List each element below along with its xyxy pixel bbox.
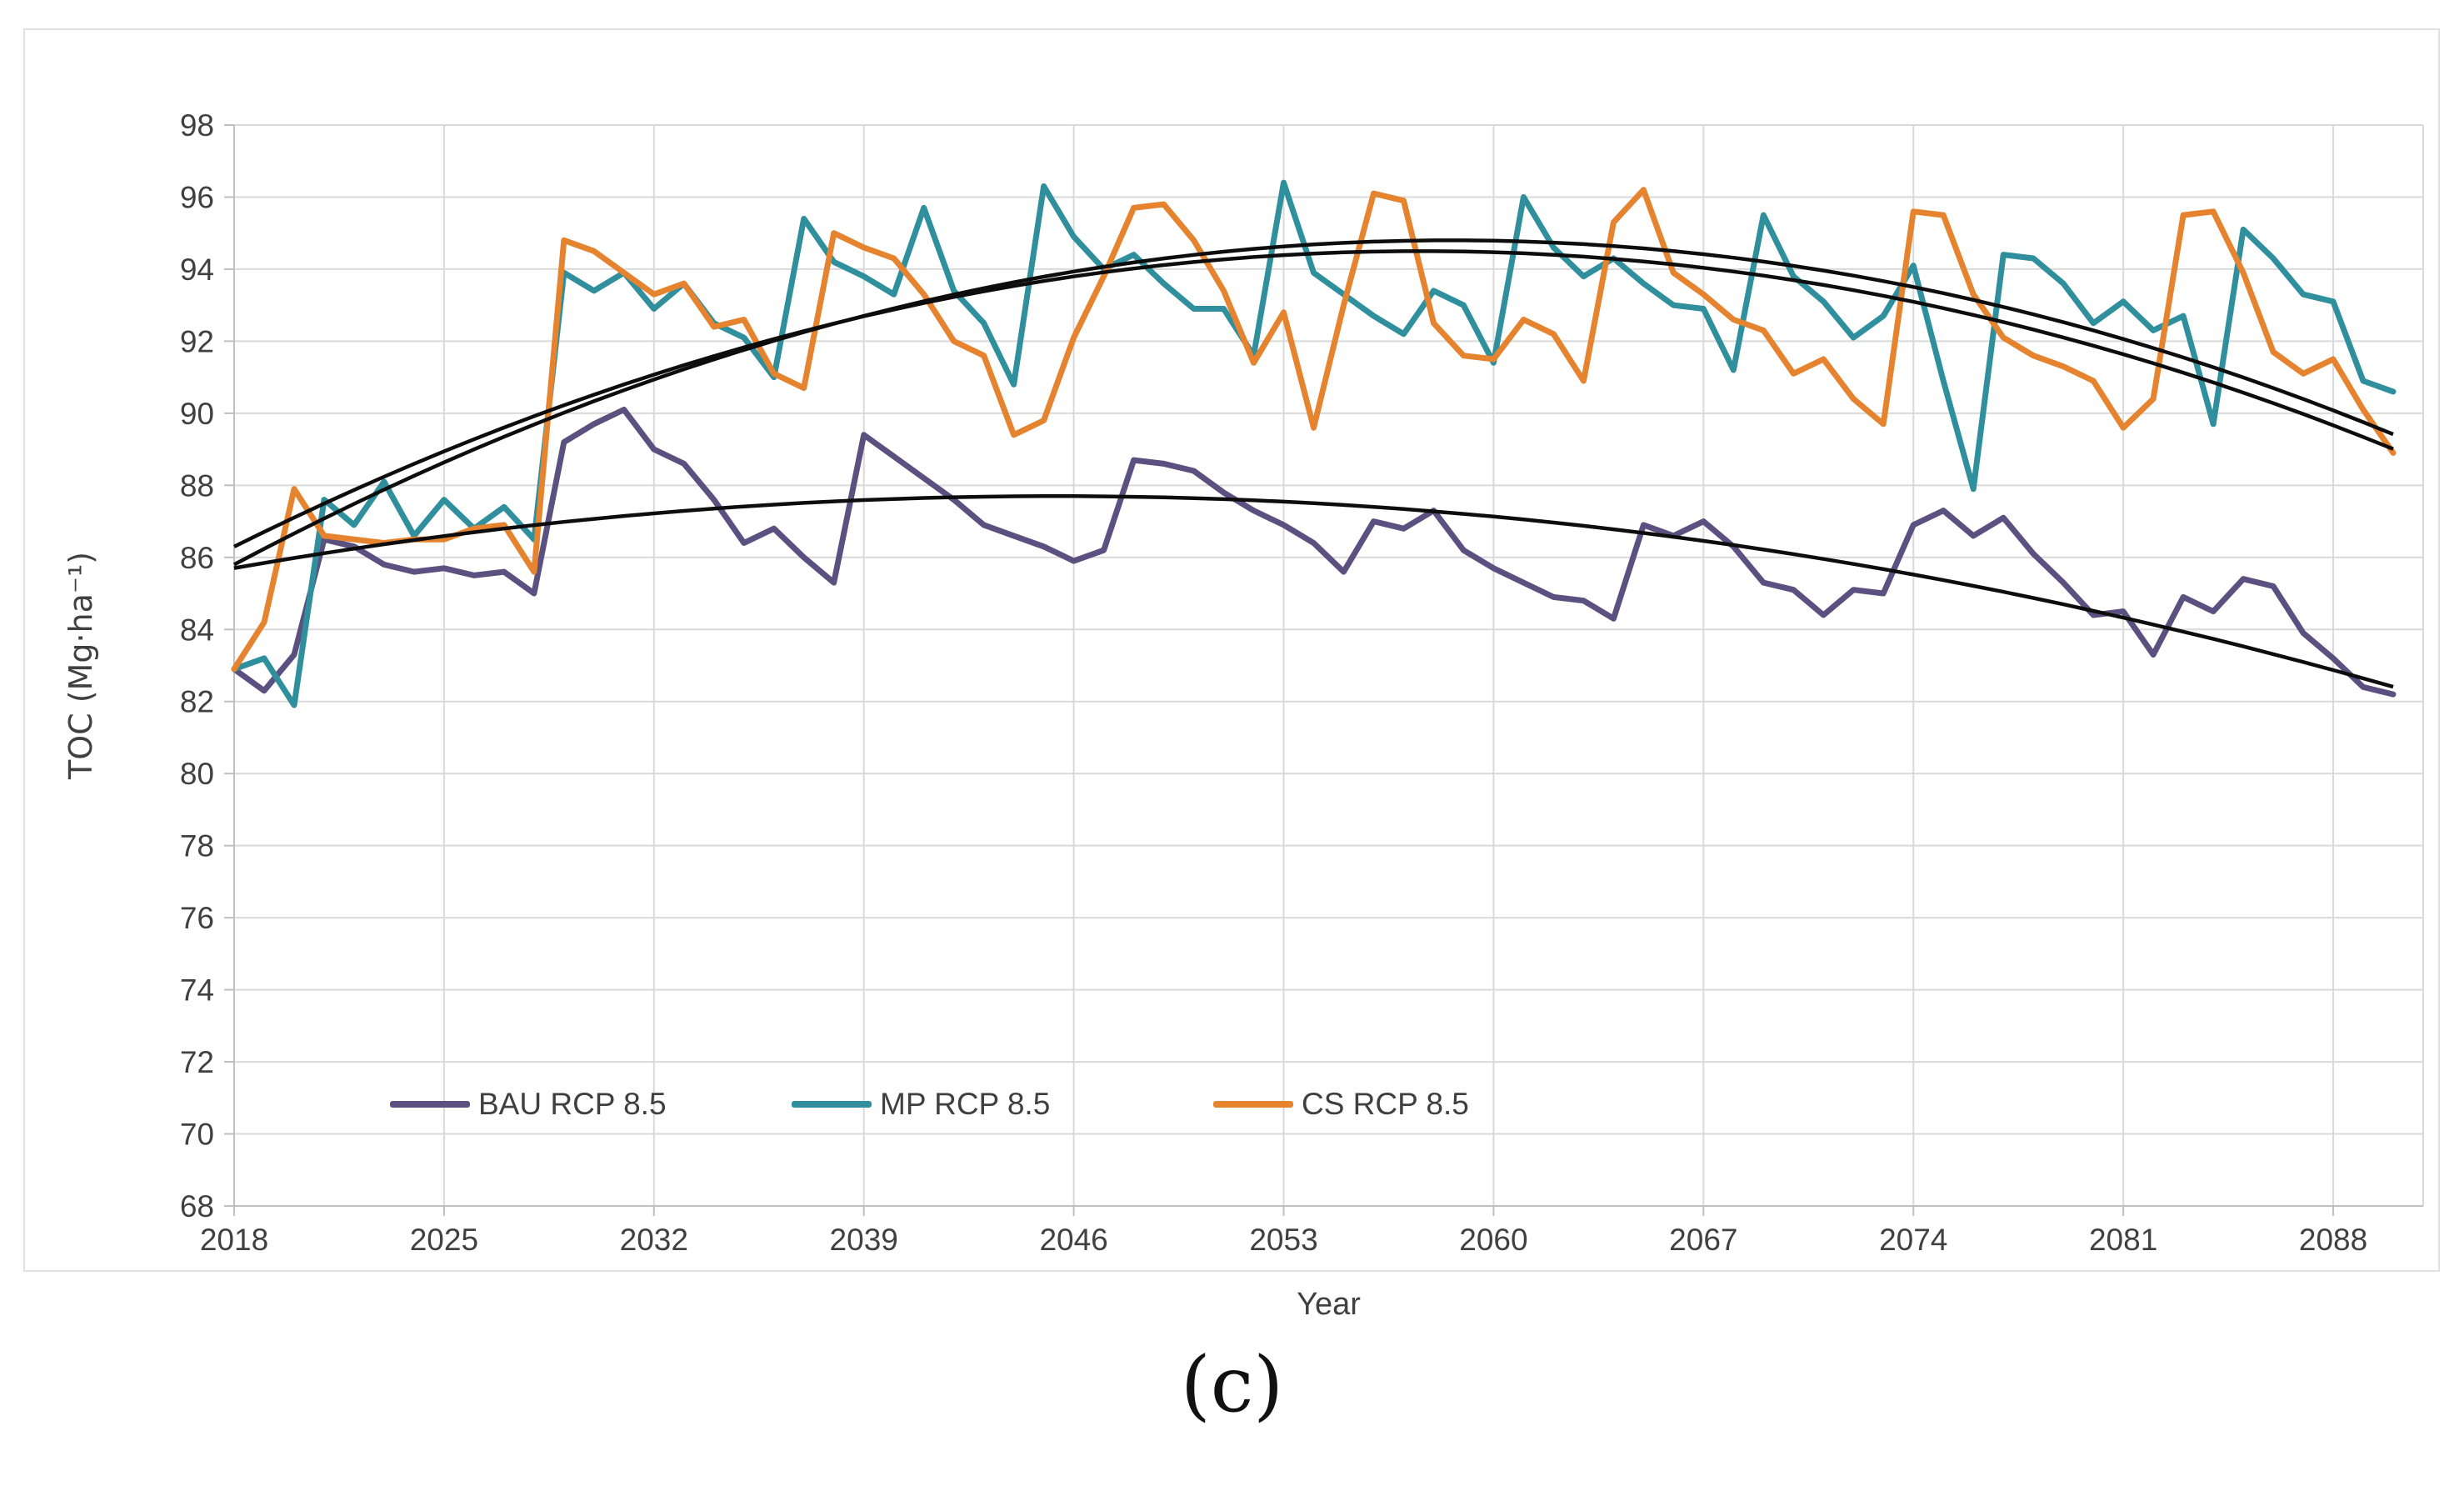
- trendline-mp: [232, 238, 2394, 567]
- y-tick-label: 78: [180, 829, 214, 863]
- chart-legend: BAU RCP 8.5 MP RCP 8.5 CS RCP 8.5: [0, 1086, 2464, 1123]
- x-tick-label: 2088: [2299, 1223, 2367, 1257]
- x-tick-label: 2039: [830, 1223, 898, 1257]
- x-tick-label: 2032: [620, 1223, 688, 1257]
- legend-item-mp: MP RCP 8.5: [792, 1086, 1050, 1123]
- y-tick-label: 84: [180, 613, 214, 647]
- y-tick-label: 70: [180, 1118, 214, 1152]
- x-tick-label: 2018: [200, 1223, 268, 1257]
- series-line-bau: [231, 407, 2397, 698]
- y-tick-label: 96: [180, 180, 214, 214]
- legend-label-bau: BAU RCP 8.5: [478, 1087, 667, 1121]
- x-tick-label: 2081: [2089, 1223, 2157, 1257]
- y-tick-label: 98: [180, 108, 214, 143]
- legend-item-bau: BAU RCP 8.5: [390, 1086, 667, 1123]
- legend-key-mp-line: [792, 1101, 872, 1108]
- trendline-bau: [233, 494, 2394, 689]
- chart-frame: [23, 28, 2440, 1272]
- series-line-mp: [231, 179, 2397, 708]
- x-axis-title: Year: [1297, 1287, 1361, 1322]
- y-tick-label: 72: [180, 1045, 214, 1079]
- trendline-cs: [233, 249, 2394, 548]
- x-tick-label: 2046: [1039, 1223, 1107, 1257]
- y-axis-title: TOC (Mg·ha⁻¹): [62, 552, 99, 780]
- y-tick-label: 86: [180, 541, 214, 575]
- y-tick-label: 74: [180, 973, 214, 1008]
- x-tick-label: 2067: [1669, 1223, 1737, 1257]
- y-tick-label: 92: [180, 324, 214, 358]
- x-tick-label: 2074: [1879, 1223, 1947, 1257]
- y-tick-label: 82: [180, 685, 214, 719]
- legend-key-cs-line: [1213, 1101, 1293, 1108]
- y-tick-label: 90: [180, 397, 214, 431]
- figure-caption: (c): [1180, 1340, 1284, 1429]
- legend-label-mp: MP RCP 8.5: [880, 1087, 1051, 1121]
- legend-key-bau-line: [390, 1101, 470, 1108]
- y-tick-label: 94: [180, 253, 214, 287]
- x-tick-label: 2025: [410, 1223, 478, 1257]
- y-tick-label: 80: [180, 757, 214, 791]
- legend-item-cs: CS RCP 8.5: [1213, 1086, 1469, 1123]
- y-tick-label: 88: [180, 468, 214, 503]
- x-tick-label: 2053: [1249, 1223, 1317, 1257]
- legend-label-cs: CS RCP 8.5: [1302, 1087, 1469, 1121]
- y-tick-label: 76: [180, 901, 214, 935]
- y-tick-label: 68: [180, 1189, 214, 1223]
- series-line-cs: [231, 187, 2397, 673]
- x-tick-label: 2060: [1459, 1223, 1527, 1257]
